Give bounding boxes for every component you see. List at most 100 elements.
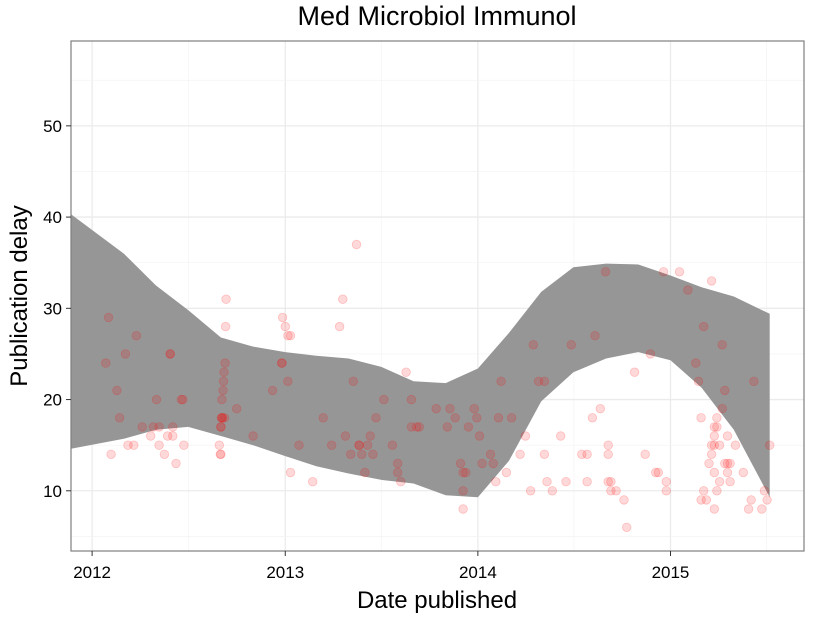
data-point bbox=[214, 440, 225, 450]
data-point bbox=[217, 394, 227, 405]
data-point bbox=[285, 467, 296, 478]
data-point bbox=[622, 522, 632, 533]
data-point bbox=[216, 413, 227, 423]
data-point bbox=[458, 467, 468, 478]
data-point bbox=[393, 467, 403, 478]
data-point bbox=[276, 358, 287, 368]
data-point bbox=[577, 449, 587, 460]
data-point bbox=[603, 440, 613, 450]
data-point bbox=[176, 394, 187, 405]
data-point bbox=[103, 312, 114, 323]
data-point bbox=[414, 422, 425, 432]
data-point bbox=[346, 449, 356, 460]
data-point bbox=[472, 413, 482, 423]
data-point bbox=[542, 477, 552, 487]
data-point bbox=[696, 413, 706, 423]
data-point bbox=[629, 367, 640, 377]
x-axis: 2012 2013 2014 2015 bbox=[73, 551, 689, 582]
data-point bbox=[393, 458, 403, 469]
data-point bbox=[445, 404, 455, 414]
x-tick-label: 2012 bbox=[73, 563, 111, 582]
data-point bbox=[712, 413, 722, 423]
data-point bbox=[387, 440, 398, 450]
data-point bbox=[338, 294, 348, 304]
data-point bbox=[340, 431, 351, 441]
data-point bbox=[362, 440, 373, 450]
data-point bbox=[722, 431, 733, 441]
data-point bbox=[496, 376, 506, 387]
data-point bbox=[717, 404, 727, 414]
data-point bbox=[217, 413, 228, 423]
data-point bbox=[114, 413, 125, 423]
data-point bbox=[220, 358, 230, 368]
data-point bbox=[159, 449, 170, 460]
data-point bbox=[165, 349, 175, 359]
data-point bbox=[746, 495, 756, 505]
data-point bbox=[587, 413, 598, 423]
data-point bbox=[645, 349, 656, 359]
data-point bbox=[120, 349, 131, 359]
data-point bbox=[137, 422, 147, 432]
data-point bbox=[712, 486, 722, 496]
data-point bbox=[106, 449, 116, 460]
data-point bbox=[371, 413, 381, 423]
data-point bbox=[406, 394, 417, 405]
data-point bbox=[406, 422, 417, 432]
data-point bbox=[491, 477, 501, 487]
data-point bbox=[412, 422, 422, 432]
data-point bbox=[129, 440, 139, 450]
x-axis-title: Date published bbox=[357, 587, 517, 614]
data-point bbox=[653, 467, 664, 478]
data-point bbox=[720, 458, 730, 469]
data-point bbox=[520, 431, 531, 441]
data-point bbox=[556, 431, 566, 441]
data-point bbox=[327, 440, 337, 450]
data-point bbox=[528, 340, 539, 350]
data-point bbox=[706, 276, 717, 286]
data-point bbox=[455, 458, 466, 469]
data-point bbox=[730, 440, 741, 450]
data-point bbox=[701, 495, 712, 505]
data-point bbox=[720, 385, 730, 396]
data-point bbox=[145, 431, 156, 441]
data-point bbox=[431, 404, 441, 414]
data-point bbox=[539, 449, 550, 460]
data-points bbox=[101, 239, 775, 533]
data-point bbox=[709, 467, 720, 478]
data-point bbox=[277, 312, 288, 323]
y-tick-label: 30 bbox=[43, 299, 62, 318]
data-point bbox=[566, 340, 577, 350]
data-point bbox=[277, 358, 287, 368]
data-point bbox=[123, 440, 133, 450]
data-point bbox=[379, 394, 389, 405]
x-tick-label: 2015 bbox=[652, 563, 690, 582]
data-point bbox=[611, 486, 621, 496]
data-point bbox=[738, 467, 749, 478]
data-point bbox=[101, 358, 111, 368]
data-point bbox=[725, 458, 735, 469]
data-point bbox=[661, 477, 672, 487]
data-point bbox=[704, 458, 714, 469]
data-point bbox=[515, 449, 525, 460]
data-point bbox=[442, 422, 453, 432]
chart-title: Med Microbiol Immunol bbox=[297, 1, 576, 31]
data-point bbox=[743, 504, 754, 514]
data-point bbox=[691, 358, 701, 368]
smoother-band bbox=[71, 214, 770, 498]
data-point bbox=[351, 239, 362, 250]
data-point bbox=[582, 477, 592, 487]
data-point bbox=[458, 504, 468, 514]
data-point bbox=[318, 413, 328, 423]
data-point bbox=[501, 467, 512, 478]
data-point bbox=[714, 440, 725, 450]
data-point bbox=[216, 422, 226, 432]
x-tick-label: 2014 bbox=[459, 563, 497, 582]
data-point bbox=[533, 376, 544, 387]
data-point bbox=[401, 367, 411, 377]
data-point bbox=[709, 440, 720, 450]
data-point bbox=[396, 477, 406, 487]
data-point bbox=[699, 321, 709, 332]
confidence-band bbox=[71, 214, 770, 498]
data-point bbox=[699, 486, 709, 496]
data-point bbox=[714, 477, 725, 487]
